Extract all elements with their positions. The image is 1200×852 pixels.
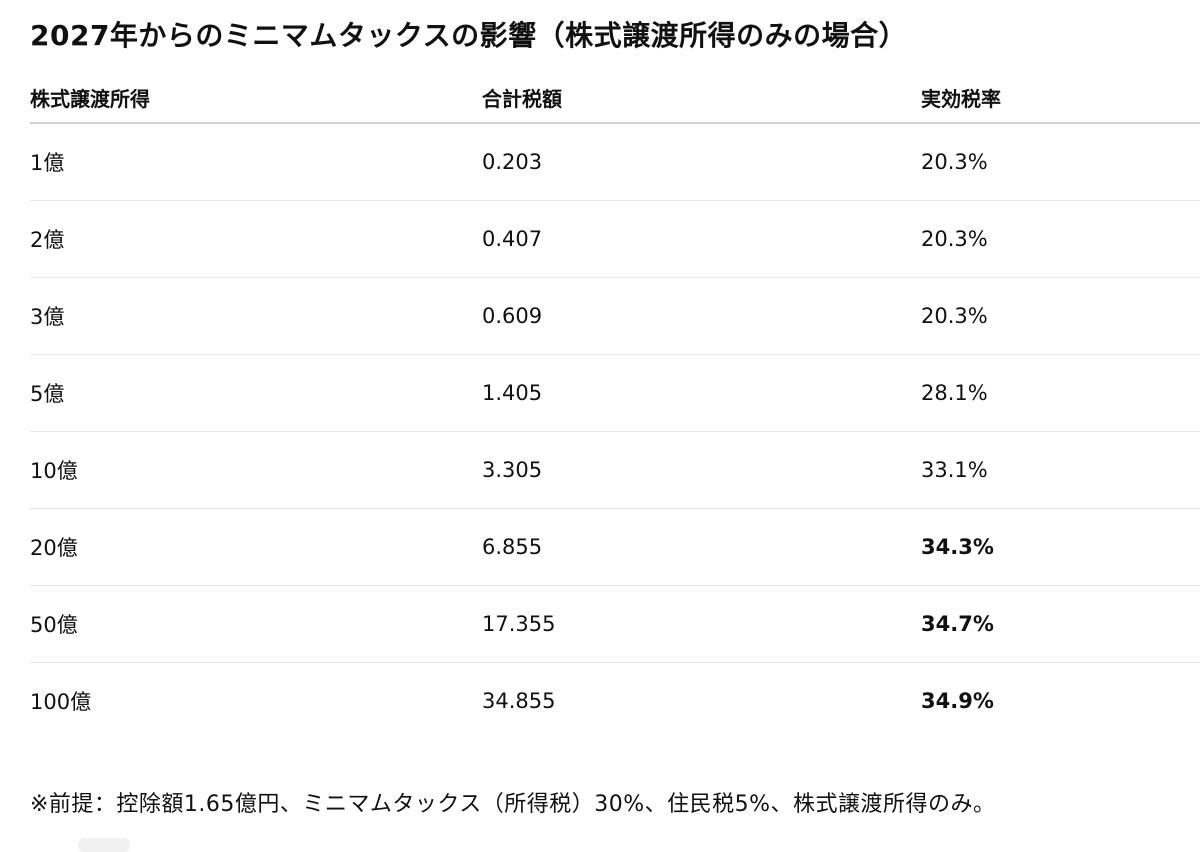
footnote: ※前提：控除額1.65億円、ミニマムタックス（所得税）30%、住民税5%、株式譲… bbox=[30, 792, 996, 817]
cell-tax: 6.855 bbox=[482, 508, 921, 586]
cell-tax: 3.305 bbox=[482, 431, 921, 509]
table-row: 2億 0.407 20.3% bbox=[30, 200, 1200, 278]
cell-tax: 34.855 bbox=[482, 689, 556, 713]
cell-rate: 20.3% bbox=[921, 123, 1200, 201]
header-rate: 実効税率 bbox=[921, 72, 1200, 124]
header-tax: 合計税額 bbox=[482, 72, 921, 124]
cell-rate: 20.3% bbox=[921, 200, 1200, 278]
table-row: 10億 3.305 33.1% bbox=[30, 431, 1200, 509]
scroll-indicator bbox=[78, 838, 130, 852]
table-row: 1億 0.203 20.3% bbox=[30, 123, 1200, 201]
page-title: 2027年からのミニマムタックスの影響（株式譲渡所得のみの場合） bbox=[30, 19, 908, 52]
cell-rate: 33.1% bbox=[921, 431, 1200, 509]
header-income: 株式譲渡所得 bbox=[30, 72, 482, 124]
cell-tax: 17.355 bbox=[482, 585, 921, 663]
table-row: 50億 17.355 34.7% bbox=[30, 585, 1200, 663]
table-row: 100億 34.855 34.9% bbox=[30, 663, 1200, 740]
cell-income: 3億 bbox=[30, 277, 482, 355]
cell-income: 20億 bbox=[30, 508, 482, 586]
cell-income: 5億 bbox=[30, 354, 482, 432]
table-row: 3億 0.609 20.3% bbox=[30, 277, 1200, 355]
cell-tax: 1.405 bbox=[482, 354, 921, 432]
table-row: 20億 6.855 34.3% bbox=[30, 508, 1200, 586]
table-header-row: 株式譲渡所得 合計税額 実効税率 bbox=[30, 72, 1200, 124]
cell-income: 1億 bbox=[30, 123, 482, 201]
cell-rate: 34.7% bbox=[921, 585, 1200, 663]
cell-tax: 0.203 bbox=[482, 123, 921, 201]
cell-rate: 20.3% bbox=[921, 277, 1200, 355]
cell-income: 2億 bbox=[30, 200, 482, 278]
cell-income: 100億 bbox=[30, 690, 92, 714]
cell-rate: 34.3% bbox=[921, 508, 1200, 586]
cell-tax: 0.407 bbox=[482, 200, 921, 278]
tax-table: 株式譲渡所得 合計税額 実効税率 1億 0.203 20.3% 2億 0.407… bbox=[30, 72, 1200, 739]
cell-income: 10億 bbox=[30, 431, 482, 509]
cell-income: 50億 bbox=[30, 585, 482, 663]
cell-rate: 28.1% bbox=[921, 354, 1200, 432]
cell-rate: 34.9% bbox=[921, 689, 994, 713]
cell-tax: 0.609 bbox=[482, 277, 921, 355]
table-row: 5億 1.405 28.1% bbox=[30, 354, 1200, 432]
